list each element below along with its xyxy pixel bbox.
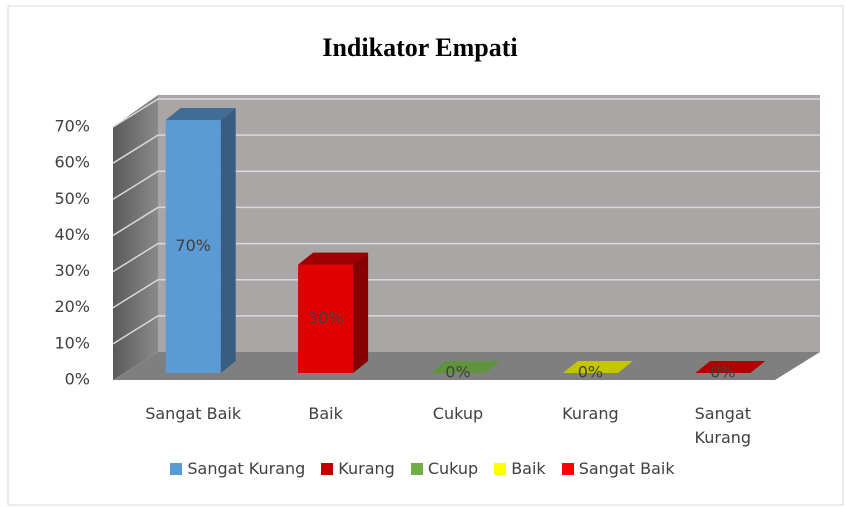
bar (298, 264, 354, 373)
legend-swatch (321, 463, 334, 475)
grid-line (112, 98, 820, 128)
y-tick-label: 0% (65, 370, 90, 389)
grid-line (112, 315, 820, 345)
legend-label: Cukup (427, 459, 479, 478)
x-tick-label: Sangat Baik (145, 404, 242, 423)
y-tick-label: 10% (54, 333, 90, 352)
back-wall (158, 95, 820, 352)
legend-item: Kurang (321, 459, 395, 478)
y-tick-label: 60% (54, 153, 90, 172)
side-wall (113, 95, 158, 380)
legend: Sangat Kurang Kurang Cukup Baik Sangat Baik (0, 459, 845, 478)
chart-title: Indikator Empati (322, 33, 517, 62)
bar-top (562, 361, 633, 373)
legend-item: Sangat Kurang (170, 459, 305, 478)
legend-item: Baik (494, 459, 546, 478)
y-tick-label: 20% (54, 297, 90, 316)
legend-label: Baik (511, 459, 546, 478)
x-tick-label: Baik (308, 404, 343, 423)
grid-line (112, 242, 820, 273)
bar-side (353, 252, 369, 373)
y-tick-label: 50% (54, 189, 90, 208)
data-label: 30% (308, 308, 344, 327)
grid-line (112, 278, 820, 309)
legend-item: Sangat Baik (561, 459, 675, 478)
legend-label: Kurang (338, 459, 395, 478)
legend-swatch (170, 463, 183, 475)
legend-item: Cukup (410, 459, 479, 478)
bar-top (695, 361, 766, 373)
y-tick-label: 30% (54, 261, 90, 280)
data-label: 0% (578, 363, 603, 382)
data-label: 0% (710, 363, 735, 382)
y-tick-label: 70% (54, 117, 90, 136)
legend-swatch (494, 463, 507, 475)
legend-label: Sangat Baik (578, 459, 675, 478)
legend-label: Sangat Kurang (187, 459, 306, 478)
grid-line (112, 170, 820, 200)
legend-swatch (410, 463, 423, 475)
bar (165, 120, 221, 373)
y-tick-label: 40% (54, 225, 90, 244)
data-label: 70% (175, 236, 211, 255)
bar-side (220, 108, 236, 373)
grid-line (112, 134, 820, 164)
x-tick-label: Sangat Kurang (694, 404, 752, 447)
bar-top (165, 108, 236, 120)
bar-top (298, 252, 369, 265)
data-label: 0% (445, 363, 470, 382)
grid-line (112, 206, 820, 237)
legend-swatch (561, 463, 574, 475)
x-tick-label: Kurang (562, 404, 619, 423)
x-tick-label: Cukup (432, 404, 484, 423)
bar-top (430, 361, 501, 373)
